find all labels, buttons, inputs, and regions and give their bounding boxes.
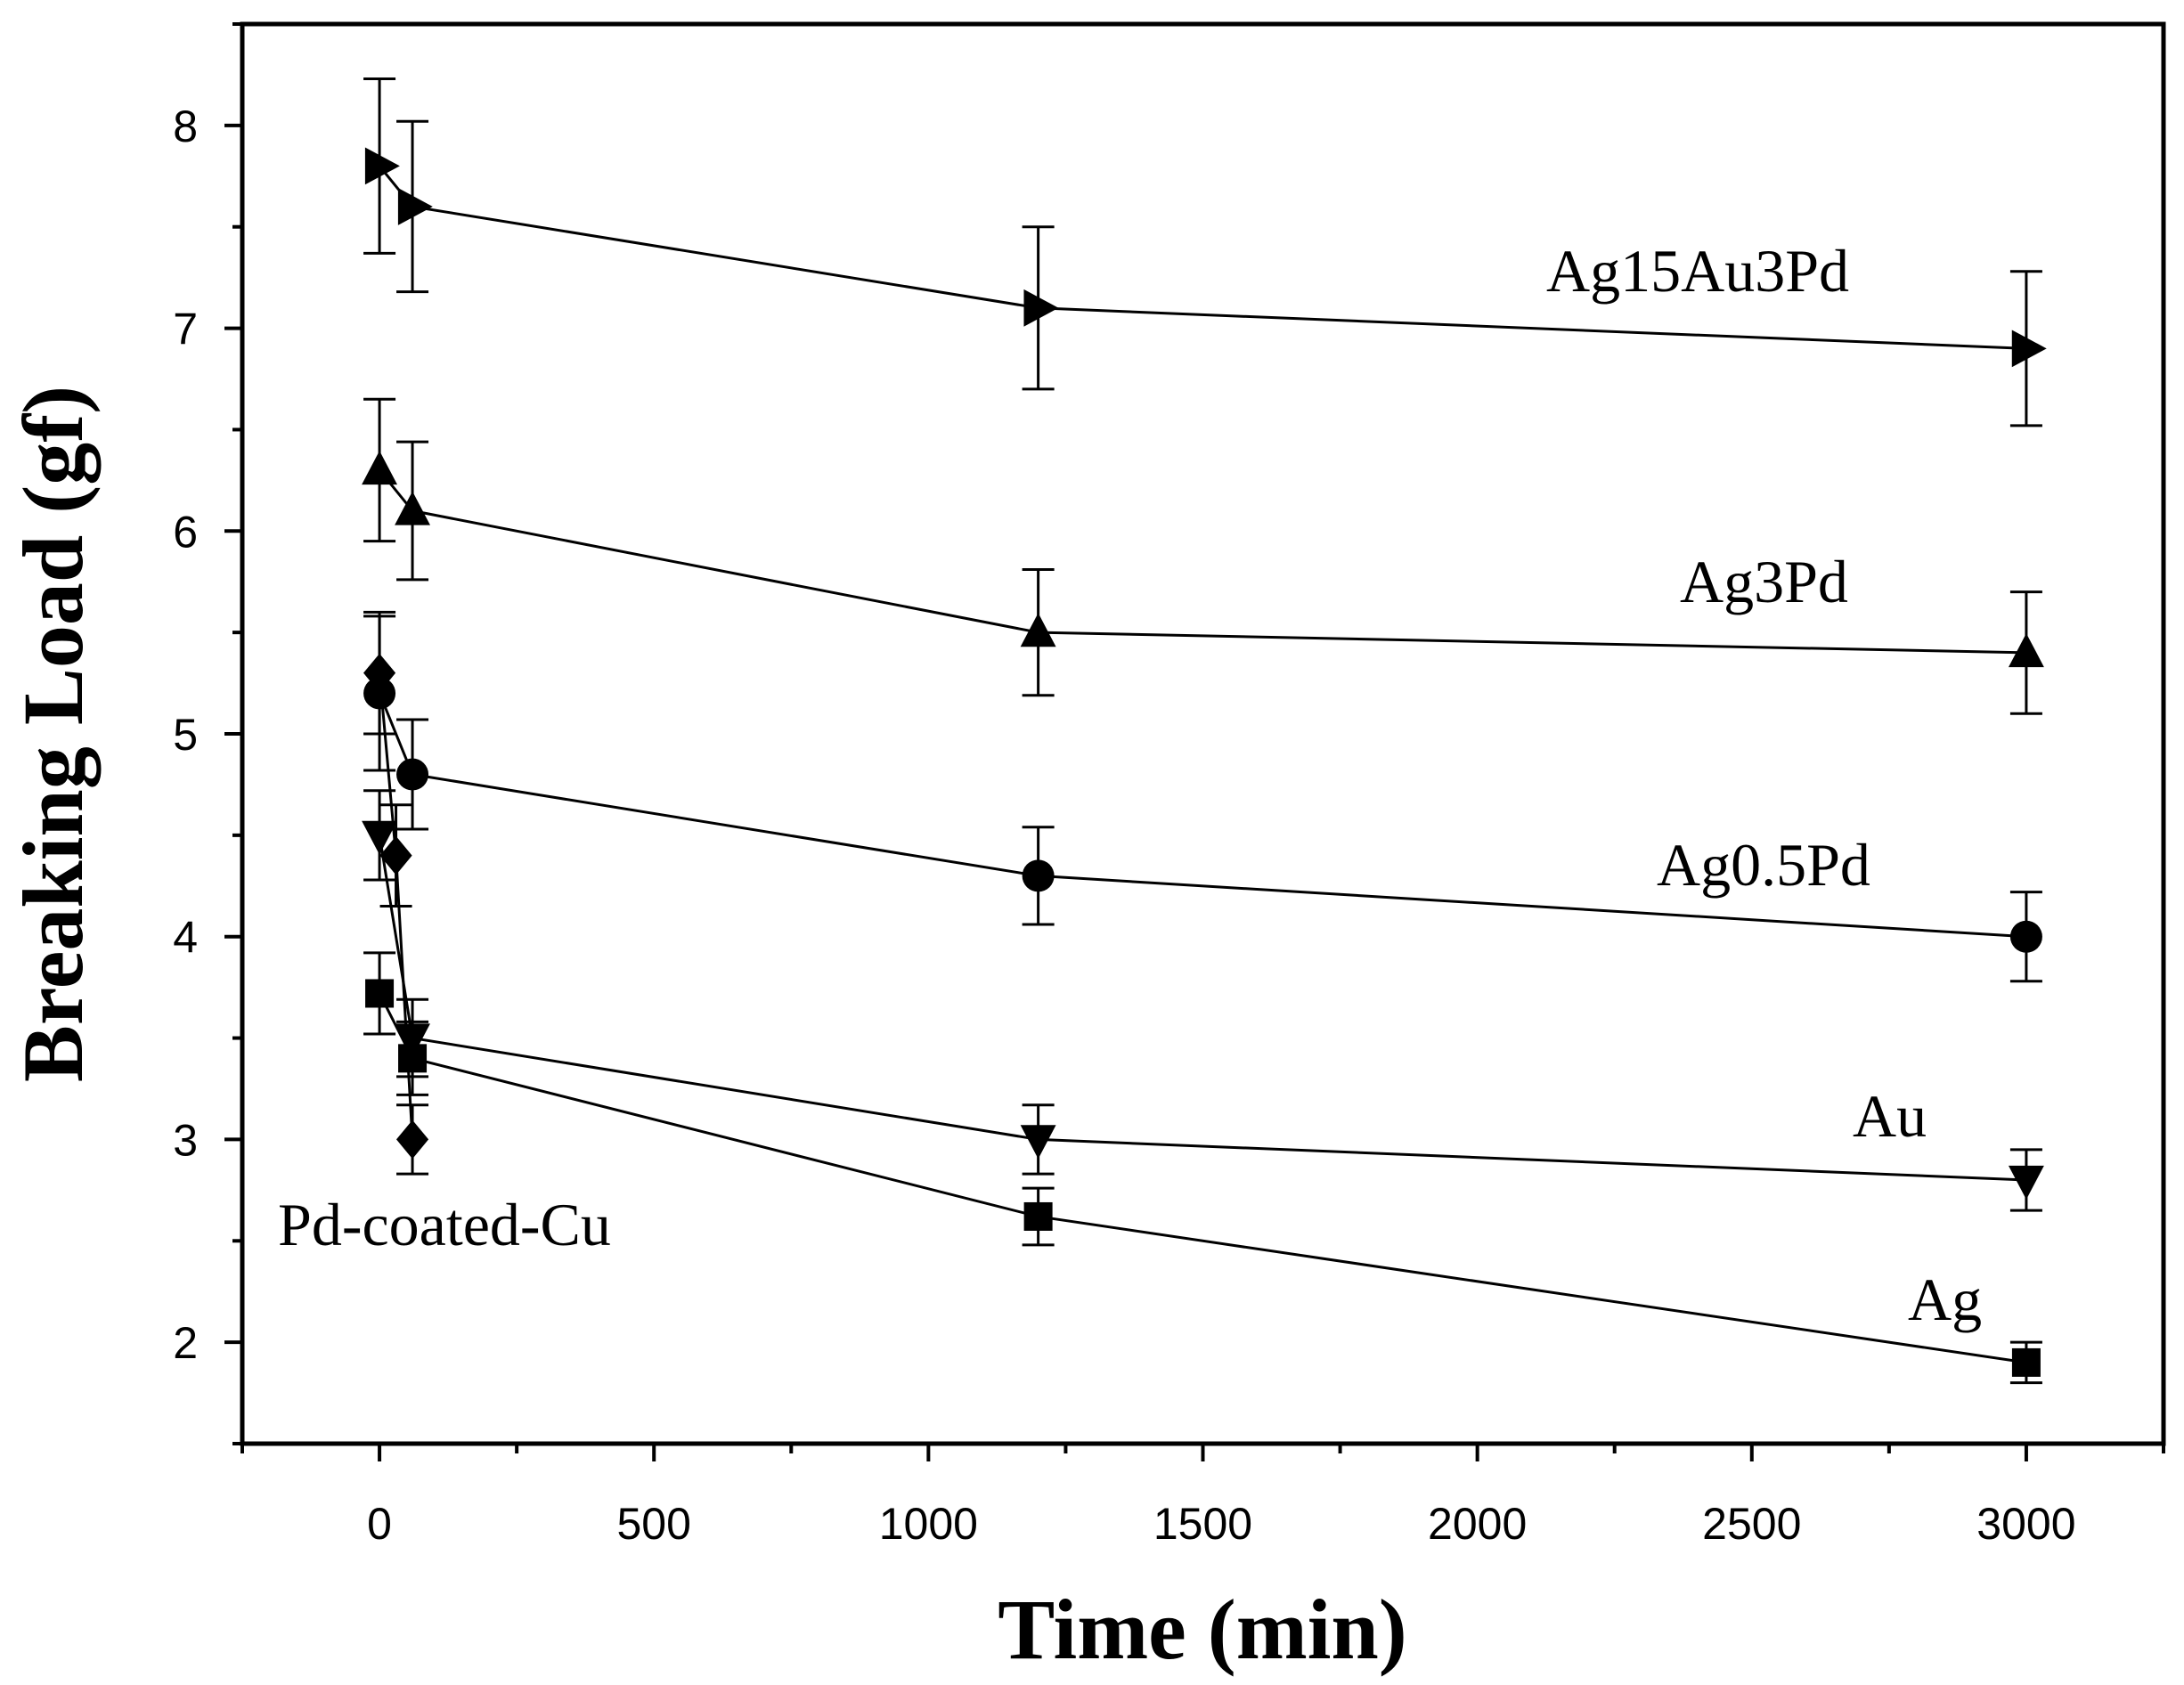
series-label-ag: Ag xyxy=(1908,1266,1982,1333)
series-layer xyxy=(362,77,2047,1385)
series-line-ag3pd xyxy=(378,469,2026,655)
axis-layer: 0 500 1000 1500 2000 2500 3000 2 3 4 5 6 7 8 xyxy=(173,22,2165,1549)
series-ag0-5pd xyxy=(363,615,2042,983)
data-point-ag15au3pd xyxy=(397,188,433,225)
y-tick-label-5: 5 xyxy=(173,710,198,760)
series-label-au: Au xyxy=(1853,1082,1927,1150)
y-tick-label-4: 4 xyxy=(173,913,198,963)
data-point-ag xyxy=(1023,1201,1053,1231)
x-tick-label-2500: 2500 xyxy=(1702,1499,1801,1549)
data-point-pd-coated-cu xyxy=(379,835,412,875)
series-label-ag15au3pd: Ag15Au3Pd xyxy=(1546,237,1849,305)
x-tick-label-1500: 1500 xyxy=(1153,1499,1252,1549)
series-pd-coated-cu xyxy=(363,610,429,1176)
x-tick-label-3000: 3000 xyxy=(1976,1499,2075,1549)
data-point-au xyxy=(1020,1125,1056,1160)
data-point-ag15au3pd xyxy=(364,147,400,185)
data-point-pd-coated-cu xyxy=(363,653,396,693)
y-tick-label-2: 2 xyxy=(173,1318,198,1368)
data-point-ag15au3pd xyxy=(2011,330,2047,368)
x-tick-label-2000: 2000 xyxy=(1428,1499,1527,1549)
data-point-ag xyxy=(365,979,395,1008)
series-label-ag3pd: Ag3Pd xyxy=(1680,548,1848,615)
y-tick-label-7: 7 xyxy=(173,305,198,354)
y-axis-title: Breaking Load (gf) xyxy=(5,386,101,1082)
data-point-ag3pd xyxy=(395,491,430,525)
data-point-au xyxy=(362,820,398,855)
data-point-ag0-5pd xyxy=(1022,859,1055,892)
x-tick-label-1000: 1000 xyxy=(879,1499,978,1549)
x-tick-label-0: 0 xyxy=(367,1499,392,1549)
data-point-au xyxy=(2008,1165,2044,1200)
data-point-ag3pd xyxy=(2008,633,2044,668)
series-line-ag15au3pd xyxy=(378,165,2026,350)
x-tick-label-500: 500 xyxy=(616,1499,690,1549)
series-ag15au3pd xyxy=(363,77,2047,427)
series-label-layer: Ag15Au3Pd Ag3Pd Ag0.5Pd Au Ag Pd-coated-… xyxy=(278,237,1982,1333)
data-point-ag xyxy=(2011,1347,2041,1377)
data-point-ag15au3pd xyxy=(1023,289,1059,327)
data-point-ag0-5pd xyxy=(2009,920,2042,953)
y-tick-label-3: 3 xyxy=(173,1115,198,1165)
series-ag xyxy=(363,951,2042,1385)
data-point-ag3pd xyxy=(1020,613,1056,647)
y-tick-label-6: 6 xyxy=(173,507,198,557)
series-line-ag0-5pd xyxy=(378,692,2027,939)
series-line-au xyxy=(378,834,2026,1182)
data-point-pd-coated-cu xyxy=(395,1119,429,1160)
series-label-ag05pd: Ag0.5Pd xyxy=(1657,831,1870,899)
data-point-ag3pd xyxy=(362,451,398,485)
data-point-ag0-5pd xyxy=(396,758,429,791)
series-line-ag xyxy=(378,992,2027,1364)
series-ag3pd xyxy=(362,397,2044,715)
x-axis-title: Time (min) xyxy=(998,1582,1407,1677)
y-tick-label-8: 8 xyxy=(173,102,198,151)
data-point-ag xyxy=(398,1044,428,1073)
series-label-pd-coated-cu: Pd-coated-Cu xyxy=(278,1191,611,1258)
